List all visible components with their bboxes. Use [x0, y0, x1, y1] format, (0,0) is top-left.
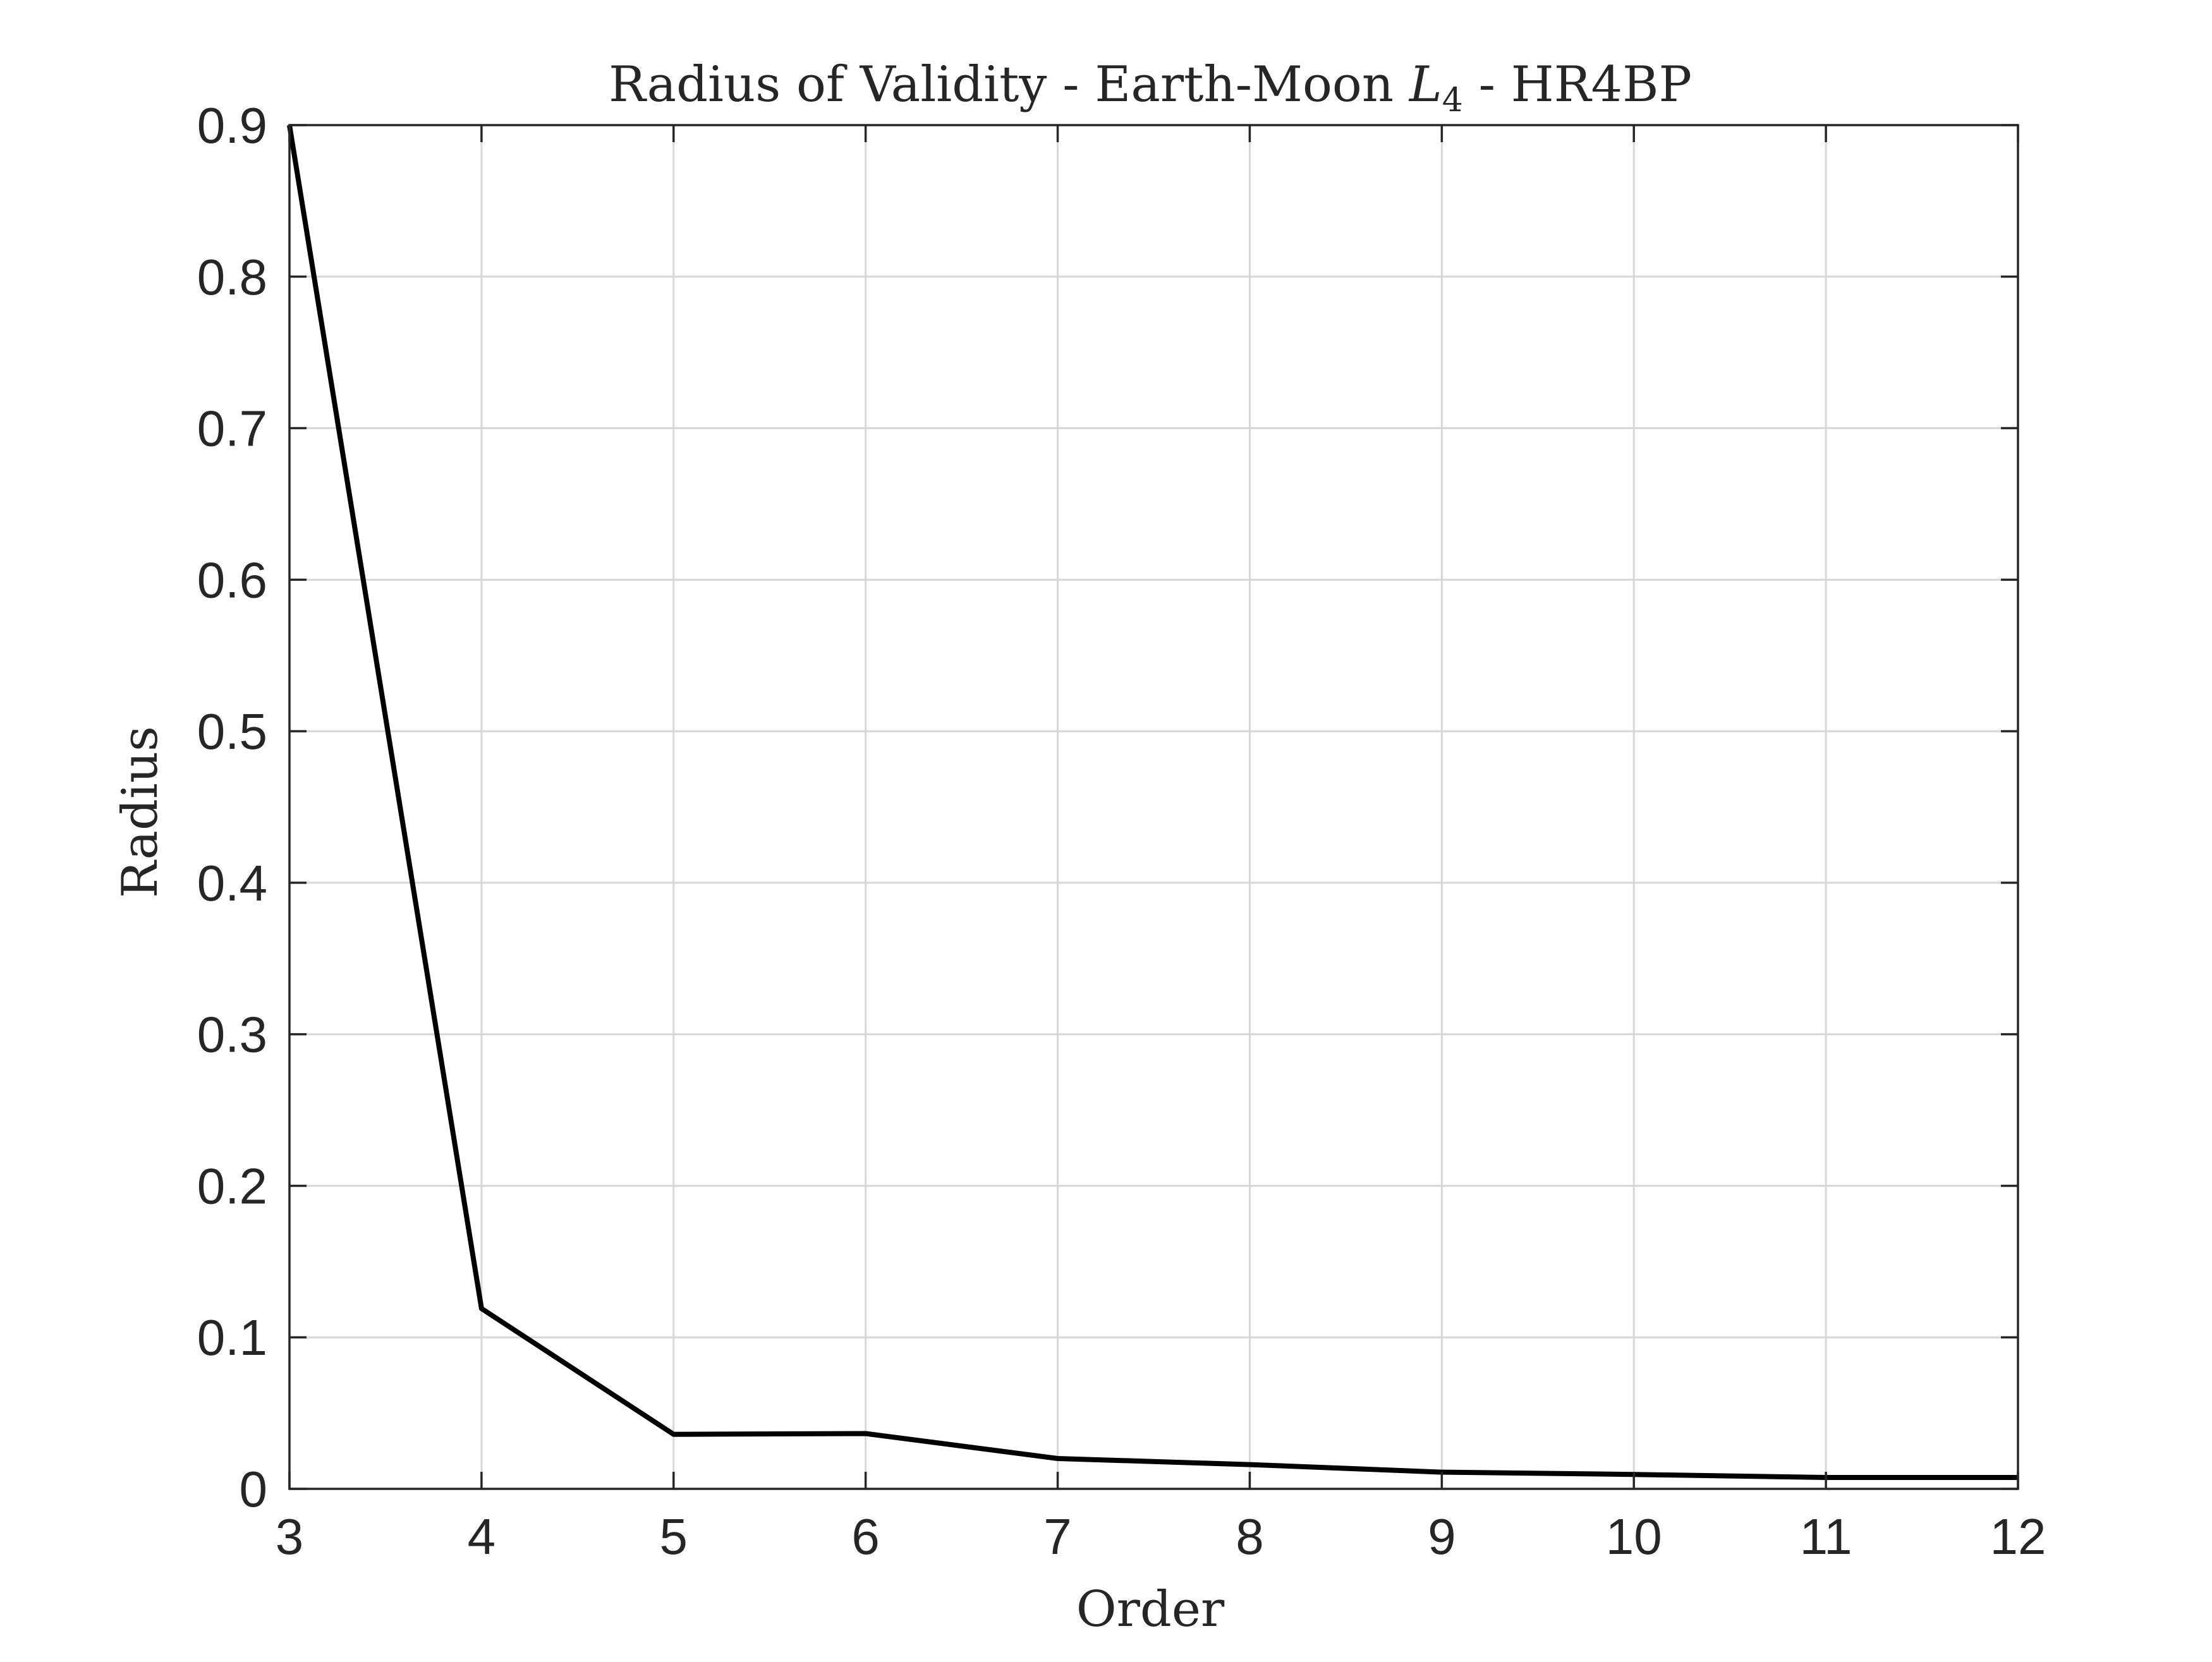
x-tick-label: 8	[1236, 1508, 1264, 1565]
series-layer	[287, 124, 2018, 1480]
x-axis-label: Order	[1076, 1581, 1225, 1638]
y-tick-label: 0.7	[197, 401, 267, 457]
chart-title: Radius of Validity - Earth-Moon L4 - HR4…	[609, 56, 1692, 119]
x-tick-label: 3	[276, 1508, 304, 1565]
y-tick-label: 0.6	[197, 552, 267, 608]
y-tick-label: 0.3	[197, 1007, 267, 1063]
y-tick-label: 0	[240, 1461, 268, 1517]
axes-frame	[288, 124, 2019, 1490]
ticks	[288, 124, 2019, 1490]
tick-labels: 3 4 5 6 7 8 9 10 11 12 0 0.1 0.2 0.3 0.4 0.5 0.6 0.7 0.8 0.…	[197, 97, 2046, 1565]
grid	[288, 124, 2019, 1490]
y-tick-label: 0.4	[197, 855, 267, 911]
x-tick-label: 5	[660, 1508, 688, 1565]
x-tick-label: 4	[468, 1508, 496, 1565]
series-line	[287, 124, 2018, 1480]
x-tick-label: 12	[1990, 1508, 2046, 1565]
x-tick-label: 11	[1800, 1508, 1852, 1565]
y-axis-label: Radius	[112, 726, 169, 898]
x-tick-label: 10	[1606, 1508, 1662, 1565]
x-tick-label: 7	[1043, 1508, 1072, 1565]
y-tick-label: 0.1	[197, 1309, 267, 1366]
x-tick-label: 9	[1428, 1508, 1456, 1565]
y-tick-label: 0.2	[197, 1158, 267, 1214]
y-tick-label: 0.5	[197, 703, 267, 760]
y-tick-label: 0.9	[197, 97, 267, 154]
x-tick-label: 6	[851, 1508, 880, 1565]
y-tick-label: 0.8	[197, 249, 267, 305]
